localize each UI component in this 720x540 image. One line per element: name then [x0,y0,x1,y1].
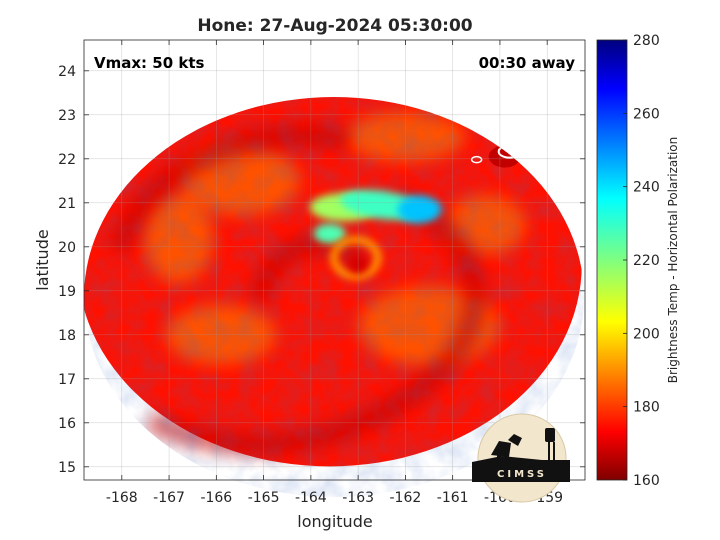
island-contour-small [470,155,483,164]
y-tick-label: 19 [58,284,76,300]
y-tick-label: 16 [58,416,76,432]
cimss-logo: CIMSS [472,413,570,503]
colorbar-tick-label: 180 [633,400,660,416]
y-tick-label: 17 [58,372,76,388]
colorbar-label: Brightness Temp - Horizontal Polarizatio… [666,137,680,384]
x-tick-label: -168 [106,490,138,506]
feature-warm-rainband-core [397,195,442,224]
x-tick-label: -167 [153,490,185,506]
microwave-swath [84,97,584,497]
colorbar-tick-label: 220 [633,253,660,269]
colorbar-tick-label: 280 [633,33,660,49]
feature-inner-band [313,223,346,244]
logo-text: CIMSS [497,469,547,480]
y-ticks: 15 16 17 18 19 20 21 22 23 24 [58,64,585,476]
y-tick-label: 15 [58,460,76,476]
colorbar-tick-label: 160 [633,473,660,489]
x-tick-label: -166 [200,490,232,506]
colorbar-tick-label: 260 [633,106,660,122]
y-tick-label: 21 [58,196,76,212]
colorbar-ticks: 160 180 200 220 240 260 280 [623,33,660,489]
y-tick-label: 23 [58,108,76,124]
colorbar [597,40,627,480]
x-tick-label: -164 [295,490,327,506]
axes-frame [83,39,586,481]
vmax-annotation: Vmax: 50 kts [94,54,204,72]
colorbar-tick-label: 200 [633,326,660,342]
x-axis-label: longitude [297,512,372,531]
x-tick-label: -163 [342,490,374,506]
y-tick-label: 20 [58,240,76,256]
grid-lines [84,40,585,480]
y-tick-label: 24 [58,64,76,80]
y-axis-label: latitude [33,229,52,290]
feature-eyewall-ring [330,236,382,280]
x-tick-label: -162 [390,490,422,506]
colorbar-tick-label: 240 [633,180,660,196]
y-tick-label: 22 [58,152,76,168]
x-tick-label: -161 [437,490,469,506]
x-tick-label: -165 [248,490,280,506]
time-away-annotation: 00:30 away [479,54,576,72]
chart-title: Hone: 27-Aug-2024 05:30:00 [197,16,472,36]
y-tick-label: 18 [58,328,76,344]
